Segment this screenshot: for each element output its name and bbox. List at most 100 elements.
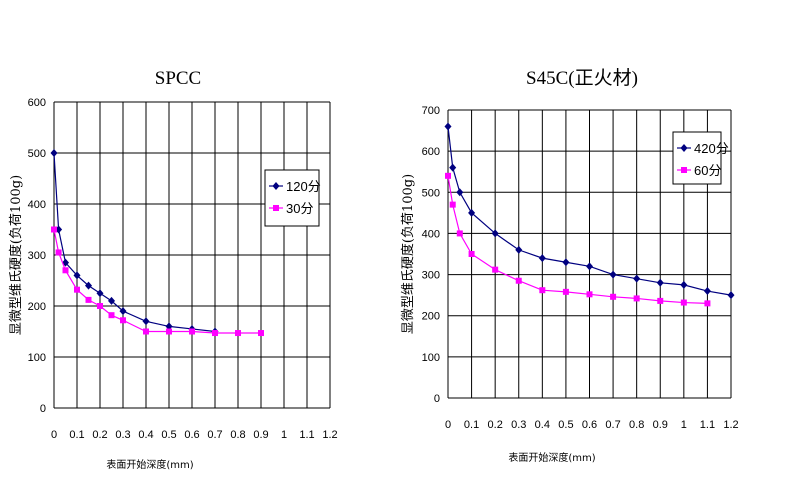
series-line [53, 229, 261, 334]
x-tick-label: 0.4 [535, 419, 550, 431]
data-point [633, 274, 641, 283]
data-point [165, 322, 173, 331]
x-tick-label: 0.2 [92, 429, 107, 441]
legend-label: 120分 [286, 179, 321, 194]
x-tick-label: 0 [445, 419, 451, 431]
chart-1: SPCC 0 0.1 0.2 0.3 0.4 0.5 0.6 0.7 0.8 0.9 1 1.1 1.2 0… [8, 68, 338, 471]
chart-2: S45C(正火材) 0 0.1 0.2 0.3 0.4 0.5 0.6 0.7 0.8 0.9 1 1.… [400, 67, 739, 464]
data-point [456, 230, 463, 237]
x-tick-label: 0.6 [582, 419, 597, 431]
data-point [586, 262, 593, 271]
y-tick-label: 500 [28, 148, 46, 160]
data-point [468, 208, 476, 217]
data-point [610, 293, 617, 300]
y-tick-label: 0 [40, 403, 46, 415]
data-point [235, 330, 241, 337]
x-tick-label: 0.5 [161, 429, 176, 441]
legend-box [264, 169, 320, 227]
data-point [85, 296, 92, 303]
data-point [492, 266, 499, 273]
y-tick-label: 600 [422, 146, 440, 158]
legend-label: 60分 [694, 163, 721, 178]
data-point [538, 254, 546, 263]
data-point [273, 205, 279, 211]
x-tick-label: 1.2 [322, 429, 337, 441]
x-tick-label: 1.2 [723, 419, 738, 431]
data-point [73, 271, 81, 280]
legend-item: 60分 [677, 163, 721, 178]
x-tick-label: 0 [51, 429, 57, 441]
data-point [515, 245, 523, 254]
data-point [680, 280, 688, 289]
data-point [50, 149, 58, 157]
data-point [703, 287, 711, 296]
legend-label: 420分 [694, 141, 729, 156]
series-1 [50, 149, 219, 336]
data-point [143, 328, 149, 335]
legend-label: 30分 [286, 201, 313, 216]
data-point [55, 249, 62, 256]
y-tick-label: 0 [434, 393, 440, 405]
y-tick-label: 300 [28, 250, 46, 262]
x-tick-label: 1.1 [700, 419, 715, 431]
data-point [633, 295, 640, 302]
x-axis-label: 表面开始深度(mm) [106, 458, 193, 471]
data-point [656, 278, 664, 287]
y-tick-label: 600 [28, 97, 46, 109]
x-tick-label: 0.5 [558, 419, 573, 431]
series-1 [444, 122, 735, 300]
data-point [515, 277, 522, 284]
x-tick-label: 0.8 [230, 429, 245, 441]
x-tick-label: 0.1 [464, 419, 479, 431]
legend-item: 420分 [677, 141, 729, 156]
x-tick-label: 0.6 [184, 429, 199, 441]
x-tick-label: 0.7 [605, 419, 620, 431]
series-line [53, 152, 216, 333]
data-point [727, 291, 735, 300]
series-2 [445, 172, 711, 307]
data-point [449, 163, 457, 172]
data-point [445, 172, 451, 179]
x-tick-label: 1.1 [299, 429, 314, 441]
y-tick-label: 100 [28, 352, 46, 364]
data-point [51, 226, 57, 233]
data-point [212, 330, 218, 337]
chart-title: S45C(正火材) [526, 67, 638, 89]
legend-box [672, 131, 722, 185]
x-axis-label: 表面开始深度(mm) [508, 451, 595, 464]
data-point [657, 297, 664, 304]
data-point [258, 330, 264, 337]
chart-title: SPCC [155, 68, 201, 89]
data-point [189, 328, 195, 335]
y-tick-label: 200 [422, 311, 440, 323]
data-point [609, 270, 617, 279]
x-tick-label: 0.4 [138, 429, 153, 441]
data-point [562, 288, 569, 295]
grid [447, 109, 732, 399]
data-point [444, 122, 452, 131]
data-point [449, 201, 456, 208]
y-tick-label: 700 [422, 105, 440, 117]
legend-item: 30分 [269, 201, 313, 216]
data-point [539, 287, 546, 294]
x-tick-label: 0.3 [115, 429, 130, 441]
x-tick-label: 0.7 [207, 429, 222, 441]
data-point [119, 307, 127, 316]
y-tick-label: 400 [28, 199, 46, 211]
y-tick-label: 400 [422, 228, 440, 240]
series-2 [51, 226, 264, 337]
data-point [586, 291, 593, 298]
x-tick-label: 1 [681, 419, 687, 431]
x-tick-label: 1 [281, 429, 287, 441]
data-point [142, 317, 150, 326]
x-tick-label: 0.9 [253, 429, 268, 441]
data-point [468, 251, 475, 257]
data-point [456, 188, 464, 197]
data-point [62, 267, 69, 274]
data-point [96, 289, 104, 298]
data-point [681, 167, 687, 173]
x-tick-label: 0.1 [69, 429, 84, 441]
legend-item: 120分 [269, 179, 321, 194]
legend: 120分 30分 [264, 169, 321, 227]
